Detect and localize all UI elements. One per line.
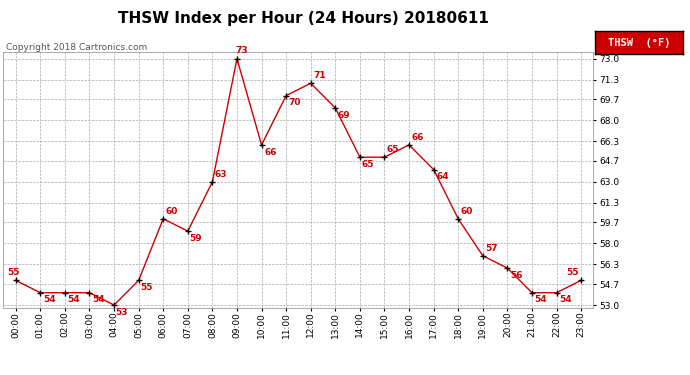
Text: THSW  (°F): THSW (°F) bbox=[608, 38, 670, 48]
Text: 55: 55 bbox=[566, 268, 579, 278]
Text: 66: 66 bbox=[264, 148, 277, 157]
Text: 55: 55 bbox=[7, 268, 19, 278]
Text: 54: 54 bbox=[68, 295, 80, 304]
Text: THSW Index per Hour (24 Hours) 20180611: THSW Index per Hour (24 Hours) 20180611 bbox=[118, 11, 489, 26]
Text: 66: 66 bbox=[411, 133, 424, 142]
Text: 63: 63 bbox=[215, 170, 227, 179]
Text: 65: 65 bbox=[361, 160, 373, 169]
Text: 65: 65 bbox=[387, 145, 400, 154]
Text: 59: 59 bbox=[189, 234, 201, 243]
Text: 73: 73 bbox=[236, 46, 248, 55]
Text: 54: 54 bbox=[559, 296, 571, 304]
Text: 70: 70 bbox=[288, 98, 301, 107]
Text: 64: 64 bbox=[436, 172, 448, 181]
Text: 57: 57 bbox=[485, 244, 498, 253]
Text: 53: 53 bbox=[115, 308, 128, 317]
Text: Copyright 2018 Cartronics.com: Copyright 2018 Cartronics.com bbox=[6, 43, 147, 52]
Text: 55: 55 bbox=[140, 283, 152, 292]
Text: 56: 56 bbox=[510, 271, 522, 280]
Text: 71: 71 bbox=[313, 71, 326, 80]
Text: 69: 69 bbox=[338, 111, 351, 120]
Text: 54: 54 bbox=[534, 296, 547, 304]
Text: 54: 54 bbox=[43, 295, 55, 304]
Text: 54: 54 bbox=[92, 295, 105, 304]
Text: 60: 60 bbox=[461, 207, 473, 216]
Text: 60: 60 bbox=[166, 207, 178, 216]
